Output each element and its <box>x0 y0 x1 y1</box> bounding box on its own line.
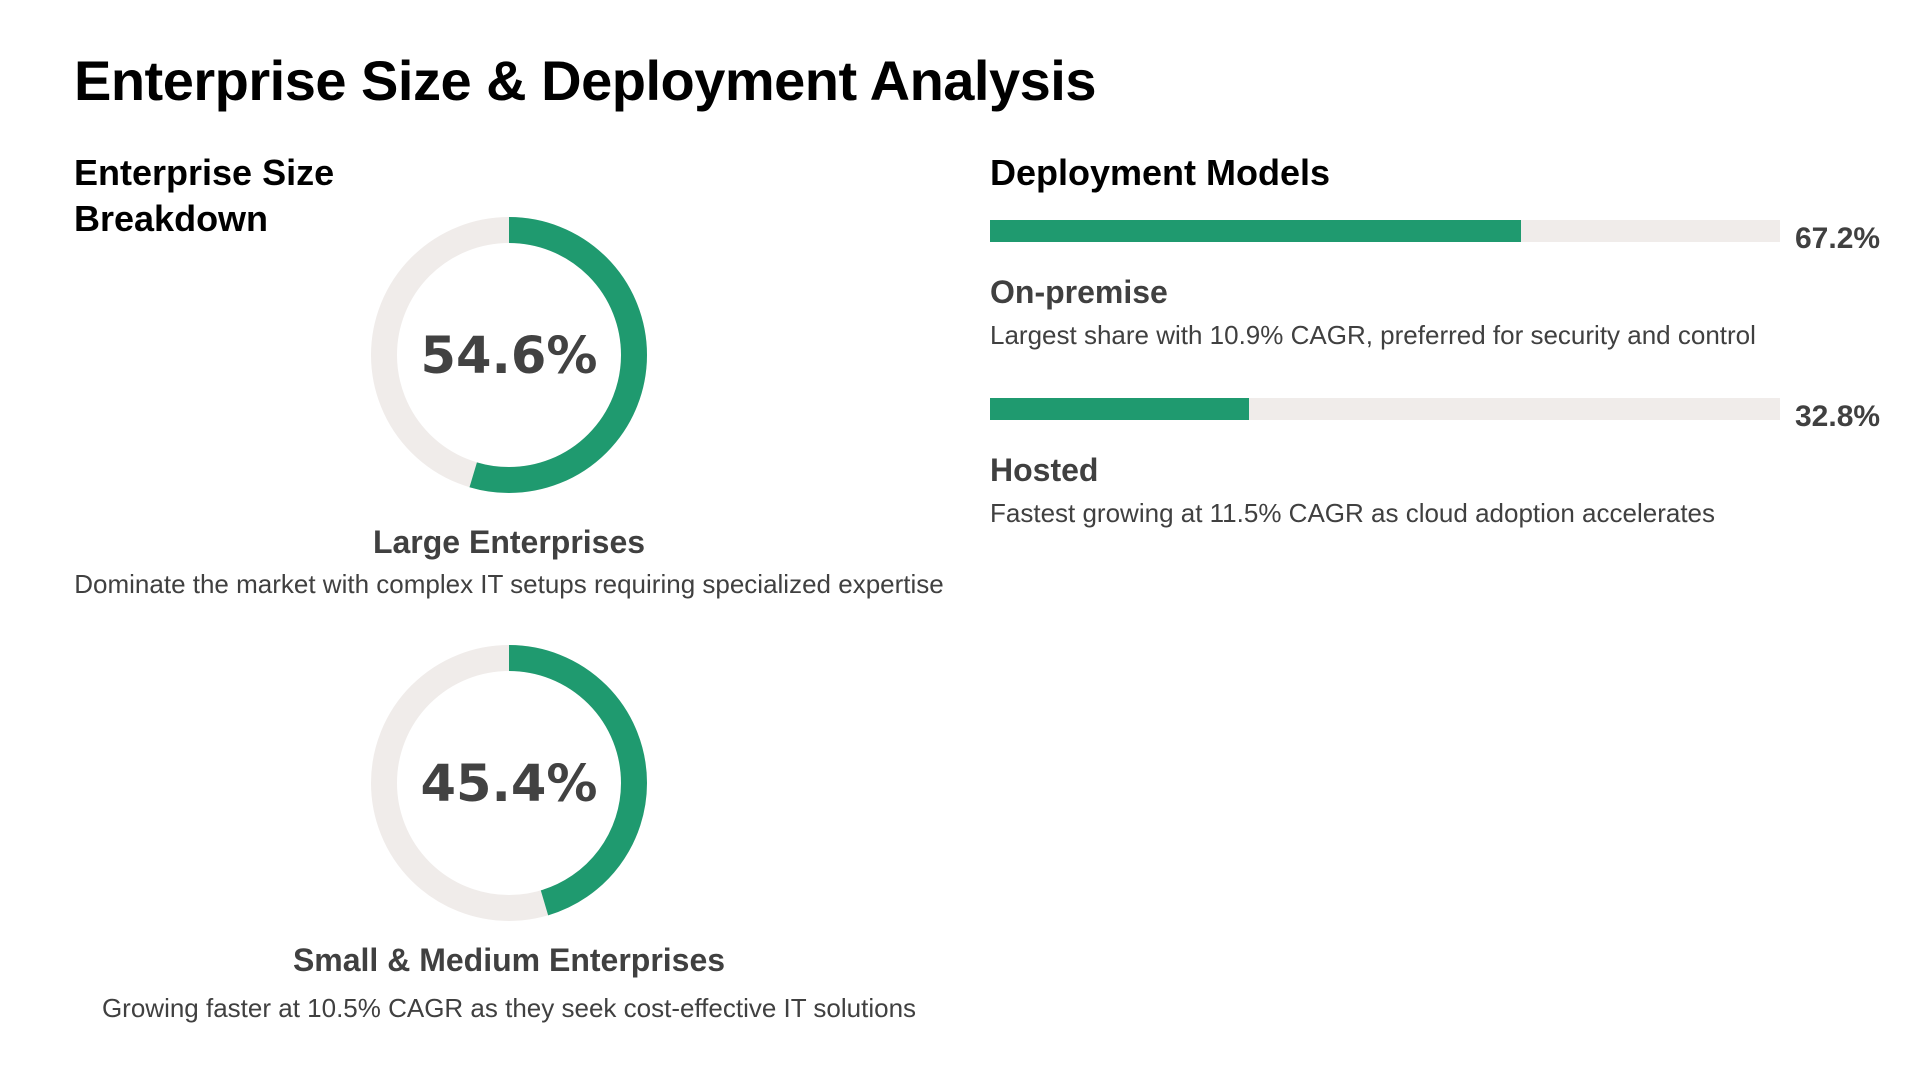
bar-row: 32.8% <box>990 398 1890 448</box>
donut-desc-sme: Growing faster at 10.5% CAGR as they see… <box>101 993 917 1023</box>
donut-desc-large: Dominate the market with complex IT setu… <box>74 569 944 599</box>
bar-item-on-premise: 67.2% On-premise Largest share with 10.9… <box>990 220 1890 356</box>
bar-fill-hosted <box>990 398 1250 420</box>
bar-value-on-premise: 67.2% <box>1795 222 1881 255</box>
bar-label-hosted: Hosted <box>990 452 1099 488</box>
bar-value-hosted: 32.8% <box>1795 400 1881 433</box>
bar-track <box>990 220 1780 242</box>
bar-row: 67.2% <box>990 220 1890 270</box>
bar-fill-on-premise <box>990 220 1521 242</box>
page-title: Enterprise Size & Deployment Analysis <box>74 49 1096 112</box>
donut-chart-large: 54.6% <box>371 217 647 493</box>
donut-chart-sme: 45.4% <box>371 645 647 921</box>
bar-label-on-premise: On-premise <box>990 274 1168 310</box>
bar-desc-hosted: Fastest growing at 11.5% CAGR as cloud a… <box>990 498 1716 528</box>
bar-item-hosted: 32.8% Hosted Fastest growing at 11.5% CA… <box>990 398 1890 534</box>
donut-arc-large <box>371 217 647 493</box>
donut-value-sme: 45.4% <box>421 755 598 814</box>
donut-large-enterprises: 54.6% Large Enterprises Dominate the mar… <box>74 210 944 606</box>
bar-track <box>990 398 1780 420</box>
bar-desc-on-premise: Largest share with 10.9% CAGR, preferred… <box>990 320 1756 350</box>
donut-sme: 45.4% Small & Medium Enterprises Growing… <box>74 638 944 1030</box>
donut-label-large: Large Enterprises <box>372 524 646 560</box>
enterprise-size-heading: Enterprise Size Breakdown <box>74 152 335 239</box>
donut-value-large: 54.6% <box>421 327 598 386</box>
donut-arc-sme <box>371 645 647 921</box>
donut-label-sme: Small & Medium Enterprises <box>292 942 726 978</box>
deployment-models-heading: Deployment Models <box>990 152 1331 193</box>
